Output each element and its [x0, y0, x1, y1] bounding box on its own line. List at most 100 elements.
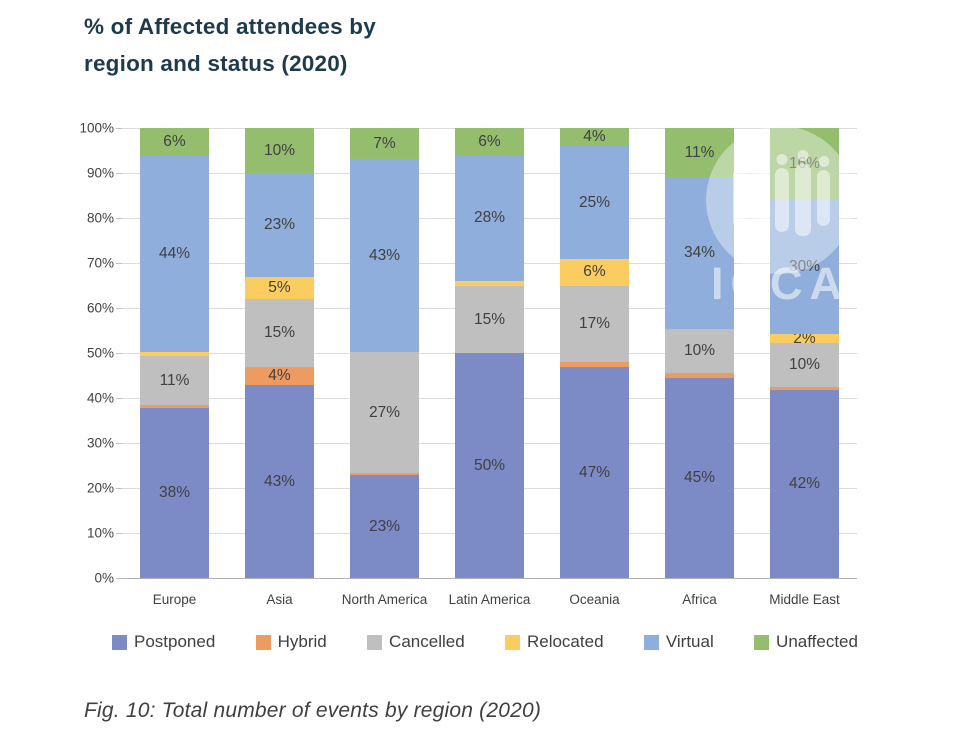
y-tick-label: 30% — [86, 435, 114, 451]
y-axis-tick — [116, 308, 122, 309]
bar-value-label: 4% — [268, 366, 291, 384]
bar-segment: 23% — [350, 475, 419, 578]
y-tick-label: 70% — [86, 255, 114, 271]
bar-value-label: 45% — [683, 469, 716, 486]
bar-value-label: 2% — [793, 329, 816, 347]
bar-value-label: 30% — [788, 257, 821, 275]
bar-value-label: 43% — [263, 472, 296, 490]
x-category-label: Asia — [266, 592, 293, 607]
x-category-label: Middle East — [769, 592, 840, 607]
y-axis-tick — [116, 533, 122, 534]
bar-segment: 15% — [455, 285, 524, 353]
bar-segment: 17% — [560, 285, 629, 362]
bar-value-label: 16% — [788, 155, 821, 173]
y-axis-tick — [116, 398, 122, 399]
y-axis-tick — [116, 263, 122, 264]
bar-segment: 10% — [770, 342, 839, 388]
bar-value-label: 6% — [478, 132, 501, 150]
bar-value-label: 15% — [263, 324, 296, 341]
bar-segment: 6% — [455, 128, 524, 155]
bar-value-label: 10% — [683, 342, 716, 360]
bar-value-label: 10% — [788, 356, 821, 374]
y-tick-label: 90% — [86, 165, 114, 181]
x-category-label: Latin America — [448, 592, 531, 607]
bar-segment: 4% — [560, 128, 629, 146]
y-axis-tick — [116, 578, 122, 579]
bar-value-label: 10% — [263, 141, 296, 159]
y-axis-tick — [116, 488, 122, 489]
bar-segment: 27% — [350, 351, 419, 473]
bar-segment: 6% — [140, 128, 209, 155]
x-category-label: Oceania — [569, 592, 620, 607]
stacked-bar: 45% 10% 34% 11% — [665, 128, 734, 578]
bar-slot: 47% 17% 6% 25% 4% — [542, 128, 647, 578]
y-axis-tick — [116, 128, 122, 129]
stacked-bar: 38% 11% 44% 6% — [140, 128, 209, 578]
bar-slot: 43% 4% 15% 5% 23% 10% — [227, 128, 332, 578]
legend-label: Virtual — [665, 632, 714, 651]
legend-item: Relocated — [504, 632, 604, 652]
y-tick-label: 20% — [86, 480, 114, 496]
bar-segment: 10% — [665, 328, 734, 374]
stacked-bar: 23% 27% 43% 7% — [350, 128, 419, 578]
bar-value-label: 28% — [473, 209, 506, 227]
bar-value-label: 4% — [583, 128, 606, 146]
bar-segment — [140, 405, 209, 409]
bar-value-label: 7% — [373, 134, 396, 152]
bar-segment: 10% — [245, 128, 314, 173]
figure-caption: Fig. 10: Total number of events by regio… — [84, 699, 542, 722]
stacked-bar: 42% 10% 2% 30% 16% — [770, 128, 839, 578]
bar-slot: 23% 27% 43% 7% — [332, 128, 437, 578]
legend-item: Postponed — [112, 632, 215, 652]
y-tick-label: 50% — [86, 345, 114, 361]
y-tick-label: 80% — [86, 210, 114, 226]
bar-segment — [455, 281, 524, 286]
bar-segment: 50% — [455, 353, 524, 578]
bar-value-label: 6% — [163, 132, 186, 150]
chart-title-line2: region and status (2020) — [84, 51, 348, 76]
bar-value-label: 11% — [684, 143, 715, 161]
bar-value-label: 23% — [263, 216, 296, 233]
legend-swatch-icon — [112, 634, 127, 650]
bar-segment — [350, 472, 419, 476]
bar-value-label: 44% — [158, 244, 191, 262]
y-tick-label: 40% — [86, 390, 114, 406]
bar-value-label: 42% — [788, 475, 821, 493]
legend-label: Postponed — [134, 632, 216, 651]
bar-slot: 38% 11% 44% 6% — [122, 128, 227, 578]
x-category-label: Africa — [682, 592, 717, 607]
bars-container: 38% 11% 44% 6% 43% 4% 15% 5% 23% 10% 23% 27% 43% 7% 50… — [122, 128, 857, 578]
bar-segment: 45% — [665, 377, 734, 578]
bar-segment: 34% — [665, 177, 734, 329]
stacked-bar: 43% 4% 15% 5% 23% 10% — [245, 128, 314, 578]
bar-segment: 30% — [770, 199, 839, 334]
legend-item: Cancelled — [367, 632, 465, 652]
bar-value-label: 15% — [473, 310, 506, 328]
legend-swatch-icon — [255, 634, 271, 650]
bar-segment: 23% — [245, 173, 314, 277]
bar-value-label: 43% — [368, 246, 401, 264]
bar-segment: 25% — [560, 146, 629, 259]
bar-segment: 2% — [770, 331, 839, 346]
bar-segment — [770, 387, 839, 391]
gridline — [116, 578, 857, 579]
bar-value-label: 5% — [268, 279, 291, 296]
chart-legend: Postponed Hybrid Cancelled Relocated Virtual… — [112, 632, 858, 652]
y-tick-label: 10% — [86, 525, 114, 541]
y-tick-label: 100% — [79, 120, 114, 136]
x-category-label: Europe — [152, 592, 197, 607]
bar-segment: 38% — [140, 408, 209, 578]
legend-label: Relocated — [526, 632, 604, 651]
stacked-bar: 50% 15% 28% 6% — [455, 128, 524, 578]
bar-segment: 11% — [140, 356, 209, 406]
legend-item: Unaffected — [754, 632, 858, 652]
bar-segment: 43% — [245, 384, 314, 578]
legend-swatch-icon — [504, 634, 520, 650]
y-tick-label: 60% — [86, 300, 114, 316]
legend-item: Hybrid — [255, 632, 327, 652]
bar-segment: 43% — [350, 159, 419, 352]
bar-segment: 16% — [770, 128, 839, 200]
bar-value-label: 38% — [158, 484, 191, 502]
bar-segment: 11% — [665, 128, 734, 178]
bar-slot: 45% 10% 34% 11% — [647, 128, 752, 578]
